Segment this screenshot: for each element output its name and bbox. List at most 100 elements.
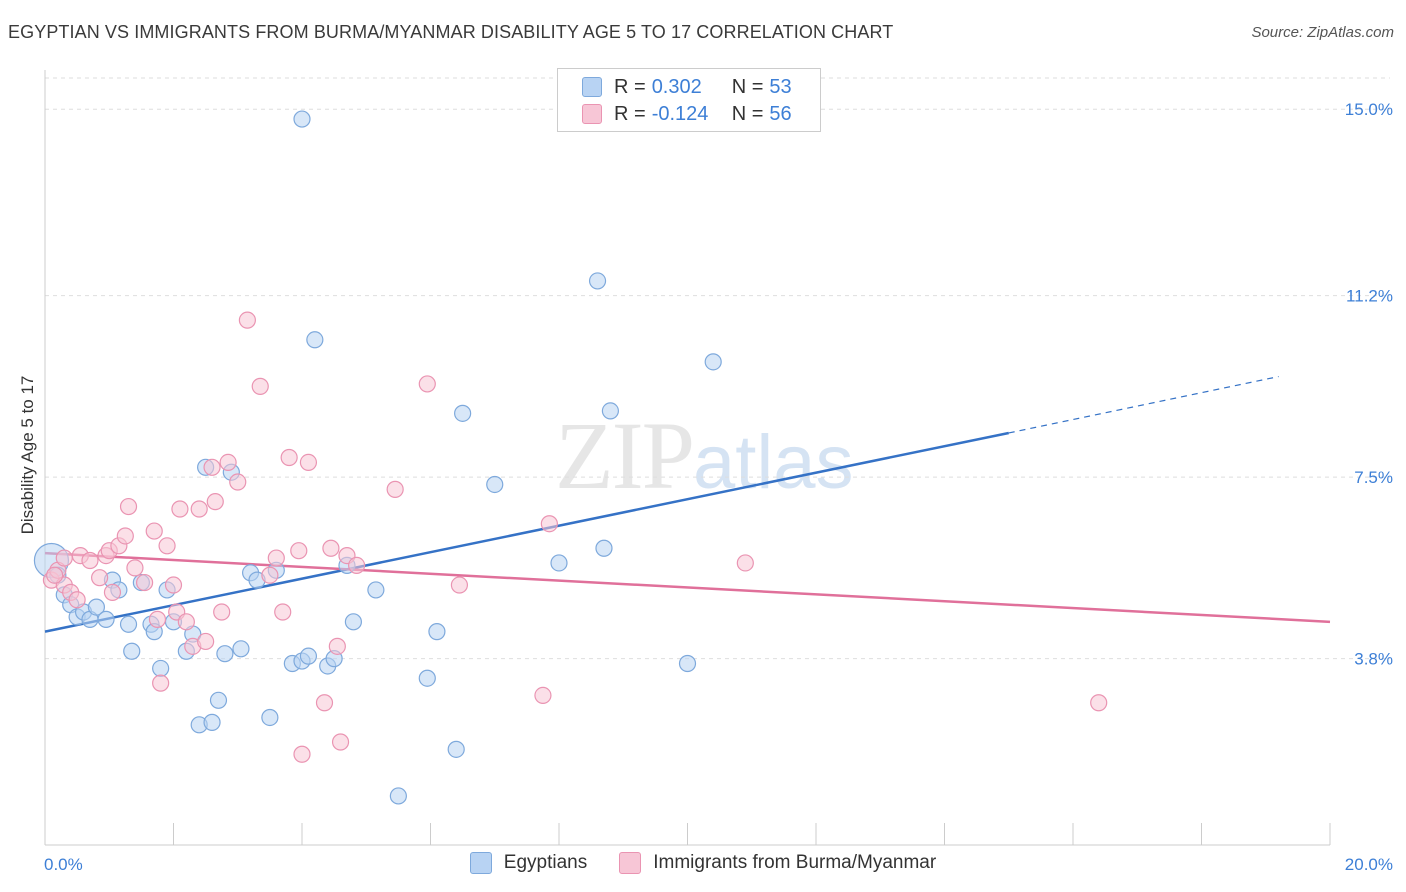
egyptians-point <box>418 669 436 687</box>
egyptians-point <box>588 272 607 290</box>
legend-swatch-blue <box>582 77 602 97</box>
egyptians-point <box>389 787 407 805</box>
legend-n-value: 53 <box>769 75 792 98</box>
burma-point <box>68 591 86 609</box>
burma-point <box>238 311 256 329</box>
y-tick-label: 7.5% <box>1354 468 1393 487</box>
egyptians-point <box>486 475 504 494</box>
legend-r-value: 0.302 <box>651 75 702 98</box>
legend-item-egyptians[interactable]: Egyptians <box>469 852 588 874</box>
burma-point <box>135 573 154 592</box>
egyptians-trend-line <box>44 431 1010 633</box>
egyptians-point <box>428 623 446 641</box>
burma-point <box>55 549 73 567</box>
egyptians-point <box>152 659 170 678</box>
correlation-legend: R = 0.302 N = 53 R = -0.124 N = 56 <box>557 68 821 132</box>
burma-point <box>126 559 144 577</box>
egyptians-point <box>209 691 228 709</box>
watermark: ZIPatlas <box>555 400 854 511</box>
egyptians-point <box>232 640 250 658</box>
burma-point <box>81 551 99 570</box>
burma-point <box>450 576 469 594</box>
burma-point <box>322 539 340 557</box>
y-axis-label: Disability Age 5 to 17 <box>18 375 37 535</box>
burma-point <box>534 686 552 704</box>
egyptians-point <box>601 402 620 420</box>
x-tick-label-min: 0.0% <box>44 855 83 874</box>
egyptians-point <box>97 610 115 628</box>
watermark-zip: ZIP <box>555 402 695 509</box>
egyptians-point <box>306 331 324 349</box>
y-tick-label: 15.0% <box>1345 100 1393 119</box>
burma-point <box>171 500 189 518</box>
series-legend: Egyptians Immigrants from Burma/Myanmar <box>0 852 1406 874</box>
egyptians-point <box>704 353 722 371</box>
legend-r-label: R = <box>614 75 646 98</box>
burma-point <box>91 569 109 587</box>
axis-layer <box>44 70 1331 846</box>
burma-point <box>145 522 163 540</box>
burma-point <box>203 458 221 476</box>
burma-point <box>293 745 311 763</box>
burma-point <box>219 453 237 472</box>
burma-point <box>290 542 308 560</box>
legend-r-label: R = <box>614 102 646 125</box>
egyptians-point <box>119 615 138 633</box>
egyptians-point <box>447 740 465 758</box>
burma-point <box>315 694 334 712</box>
egyptians-point <box>87 598 106 616</box>
egyptians-point <box>299 647 318 665</box>
burma-point <box>348 556 366 575</box>
legend-swatch-burma <box>619 852 642 874</box>
egyptians-point <box>123 642 141 660</box>
legend-label-egyptians: Egyptians <box>503 852 588 873</box>
chart-title: EGYPTIAN VS IMMIGRANTS FROM BURMA/MYANMA… <box>8 22 894 42</box>
burma-point <box>116 527 134 545</box>
egyptians-point <box>454 404 472 422</box>
x-tick-label-max: 20.0% <box>1345 855 1393 874</box>
legend-r-value: -0.124 <box>651 102 709 125</box>
legend-row-egyptians: R = 0.302 N = 53 <box>582 75 792 99</box>
burma-point <box>197 632 215 651</box>
chart-source: Source: ZipAtlas.com <box>1251 24 1394 41</box>
trend-layer <box>44 375 1331 633</box>
legend-item-burma[interactable]: Immigrants from Burma/Myanmar <box>619 852 936 874</box>
burma-point <box>190 500 208 518</box>
burma-point <box>46 566 64 584</box>
egyptians-point <box>203 713 221 731</box>
burma-point <box>331 733 350 751</box>
legend-swatch-pink <box>582 104 602 124</box>
legend-label-burma: Immigrants from Burma/Myanmar <box>653 852 937 873</box>
burma-point <box>386 480 404 498</box>
y-tick-label: 3.8% <box>1354 650 1393 669</box>
burma-point <box>267 549 285 567</box>
burma-point <box>328 637 346 655</box>
burma-point <box>261 566 279 584</box>
egyptians-point <box>595 539 613 557</box>
watermark-atlas: atlas <box>693 420 854 505</box>
legend-n-label: N = <box>731 102 764 125</box>
burma-trend-line <box>44 551 1331 624</box>
burma-point <box>299 453 318 472</box>
y-tick-label: 11.2% <box>1346 287 1393 306</box>
burma-point <box>251 377 269 395</box>
burma-point <box>736 554 754 572</box>
burma-point <box>119 497 138 516</box>
burma-point <box>158 537 176 555</box>
burma-point <box>280 448 298 467</box>
legend-n-label: N = <box>731 75 764 98</box>
burma-point <box>148 610 167 628</box>
burma-point <box>177 613 195 631</box>
burma-point <box>103 583 122 601</box>
burma-point <box>229 473 247 491</box>
egyptians-point <box>261 708 279 727</box>
egyptians-point <box>216 645 234 663</box>
egyptians-point <box>344 613 362 631</box>
egyptians-point <box>293 110 311 128</box>
tick-label-layer: 3.8% 7.5% 11.2% 15.0% 0.0% 20.0% <box>44 100 1393 874</box>
burma-point <box>274 603 292 621</box>
burma-point <box>164 576 183 594</box>
burma-point <box>213 603 231 621</box>
legend-n-value: 56 <box>769 102 792 125</box>
